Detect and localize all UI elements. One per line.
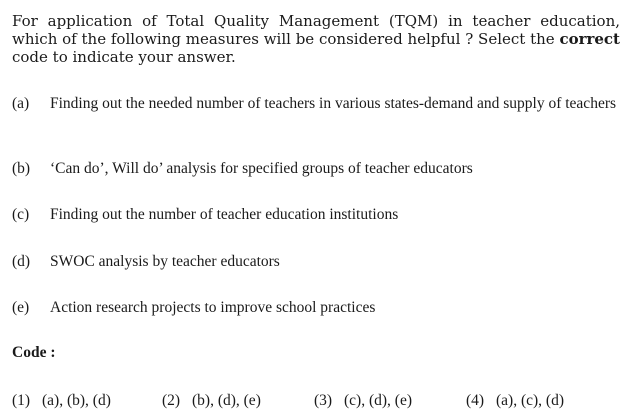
answer-choice-value: (c), (d), (e): [344, 392, 412, 409]
option-label: (c): [12, 206, 30, 223]
answer-choice-2[interactable]: (2) (b), (d), (e): [162, 391, 261, 410]
answer-choice-number: (4): [466, 392, 485, 409]
answer-choice-value: (a), (b), (d): [42, 392, 111, 409]
question-text-end: code to indicate your answer.: [12, 48, 236, 66]
question-stem: For application of Total Quality Managem…: [12, 12, 620, 66]
option-c: (c) Finding out the number of teacher ed…: [12, 205, 620, 224]
answer-choice-3[interactable]: (3) (c), (d), (e): [314, 391, 412, 410]
answer-choice-number: (3): [314, 392, 333, 409]
question-emphasis-word: correct: [559, 30, 620, 48]
option-label: (b): [12, 160, 31, 177]
option-label: (a): [12, 95, 30, 112]
option-a: (a) Finding out the needed number of tea…: [12, 94, 620, 113]
option-text: Action research projects to improve scho…: [50, 299, 376, 316]
answer-choice-4[interactable]: (4) (a), (c), (d): [466, 391, 564, 410]
answer-codes: (1) (a), (b), (d) (2) (b), (d), (e) (3) (c)…: [12, 391, 622, 411]
option-e: (e) Action research projects to improve …: [12, 298, 620, 317]
option-b: (b) ‘Can do’, Will do’ analysis for spec…: [12, 159, 620, 178]
option-text: ‘Can do’, Will do’ analysis for specifie…: [50, 160, 473, 177]
question-text-start: For application of Total Quality Managem…: [12, 12, 620, 48]
option-text: Finding out the needed number of teacher…: [50, 95, 617, 112]
option-text: Finding out the number of teacher educat…: [50, 206, 399, 223]
answer-choice-number: (2): [162, 392, 181, 409]
option-text: SWOC analysis by teacher educators: [50, 253, 280, 270]
code-heading: Code :: [12, 344, 56, 361]
answer-choice-number: (1): [12, 392, 31, 409]
option-label: (e): [12, 299, 30, 316]
option-d: (d) SWOC analysis by teacher educators: [12, 252, 620, 271]
answer-choice-value: (b), (d), (e): [192, 392, 261, 409]
answer-choice-1[interactable]: (1) (a), (b), (d): [12, 391, 111, 410]
option-label: (d): [12, 253, 31, 270]
answer-choice-value: (a), (c), (d): [496, 392, 564, 409]
